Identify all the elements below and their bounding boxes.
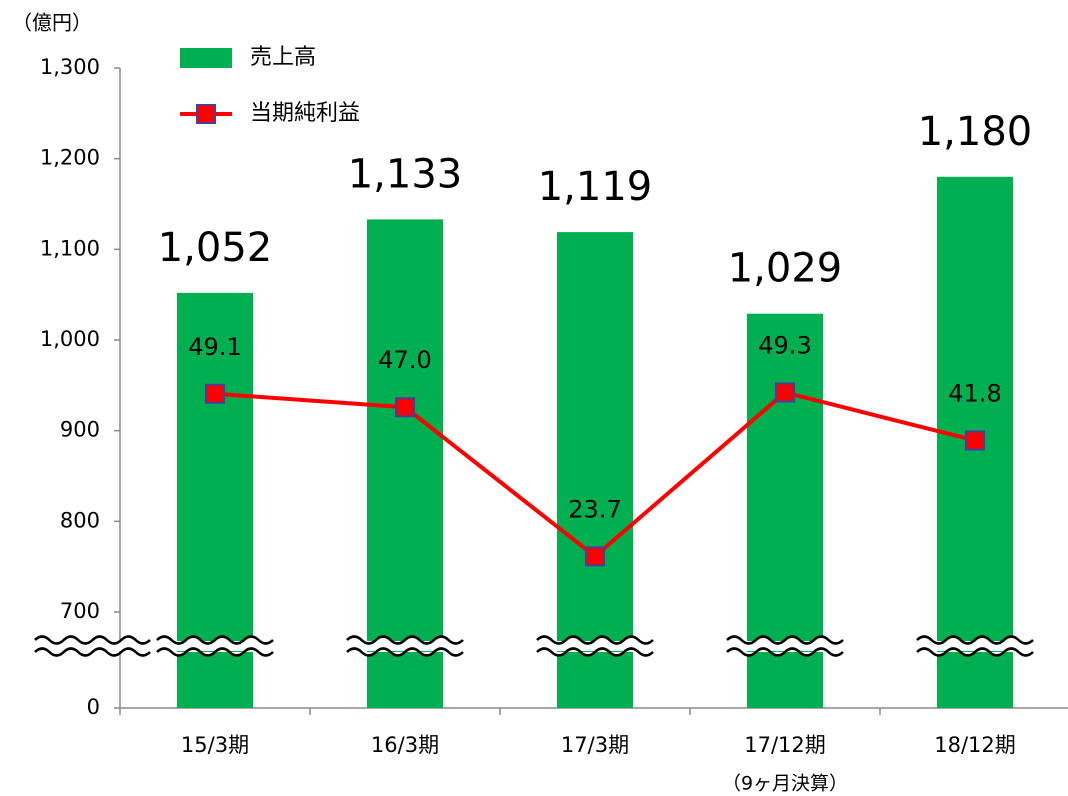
axis-break-line <box>916 635 1034 645</box>
axis-break-line <box>726 647 844 657</box>
y-tick-label: 0 <box>87 695 100 719</box>
line-marker <box>585 546 605 567</box>
axis-break-line <box>34 647 151 657</box>
bar-value-label: 1,052 <box>158 225 273 271</box>
x-annotation: （9ヶ月決算） <box>722 773 848 795</box>
unit-label: （億円） <box>12 11 92 35</box>
line-value-label: 49.3 <box>758 331 811 359</box>
axis-break-gap <box>347 641 463 651</box>
axis-break-line <box>726 635 844 645</box>
line-value-label: 23.7 <box>568 495 621 523</box>
axis-break-line <box>156 635 274 645</box>
legend-marker <box>196 104 216 124</box>
y-tick-label: 900 <box>60 418 100 442</box>
y-tick-label: 1,300 <box>40 55 100 79</box>
x-tick-label: 16/3期 <box>371 733 439 757</box>
axis-break-gap <box>35 641 150 651</box>
y-tick-label: 1,000 <box>40 327 100 351</box>
axis-break-gap <box>157 641 273 651</box>
line-value-label: 49.1 <box>188 333 241 361</box>
line-marker <box>775 382 795 403</box>
legend-label: 売上高 <box>250 45 316 70</box>
legend-swatch <box>180 48 232 68</box>
axis-break-line <box>536 635 654 645</box>
x-tick-label: 17/3期 <box>561 733 629 757</box>
line-marker <box>965 430 985 451</box>
axis-break-line <box>536 647 654 657</box>
bar <box>557 232 633 708</box>
axis-break-line <box>916 647 1034 657</box>
axis-break-line <box>346 635 464 645</box>
axis-break-line <box>346 647 464 657</box>
y-tick-label: 800 <box>60 508 100 532</box>
bar <box>367 219 443 708</box>
axis-break-gap <box>537 641 653 651</box>
axis-break-line <box>34 635 151 645</box>
legend-label: 当期純利益 <box>250 101 360 126</box>
bar-value-label: 1,180 <box>918 109 1033 155</box>
axis-break-line <box>156 647 274 657</box>
line-value-label: 41.8 <box>948 379 1001 407</box>
y-tick-label: 700 <box>60 599 100 623</box>
y-tick-label: 1,200 <box>40 146 100 170</box>
line-marker <box>205 383 225 404</box>
axis-break-gap <box>917 641 1033 651</box>
y-tick-label: 1,100 <box>40 236 100 260</box>
line-marker <box>395 397 415 418</box>
x-tick-label: 18/12期 <box>934 733 1016 757</box>
line-value-label: 47.0 <box>378 346 431 374</box>
axis-break-gap <box>727 641 843 651</box>
bar-value-label: 1,133 <box>348 151 463 197</box>
x-tick-label: 17/12期 <box>744 733 826 757</box>
x-tick-label: 15/3期 <box>181 733 249 757</box>
bar-value-label: 1,119 <box>538 164 653 210</box>
bar-value-label: 1,029 <box>728 246 843 292</box>
